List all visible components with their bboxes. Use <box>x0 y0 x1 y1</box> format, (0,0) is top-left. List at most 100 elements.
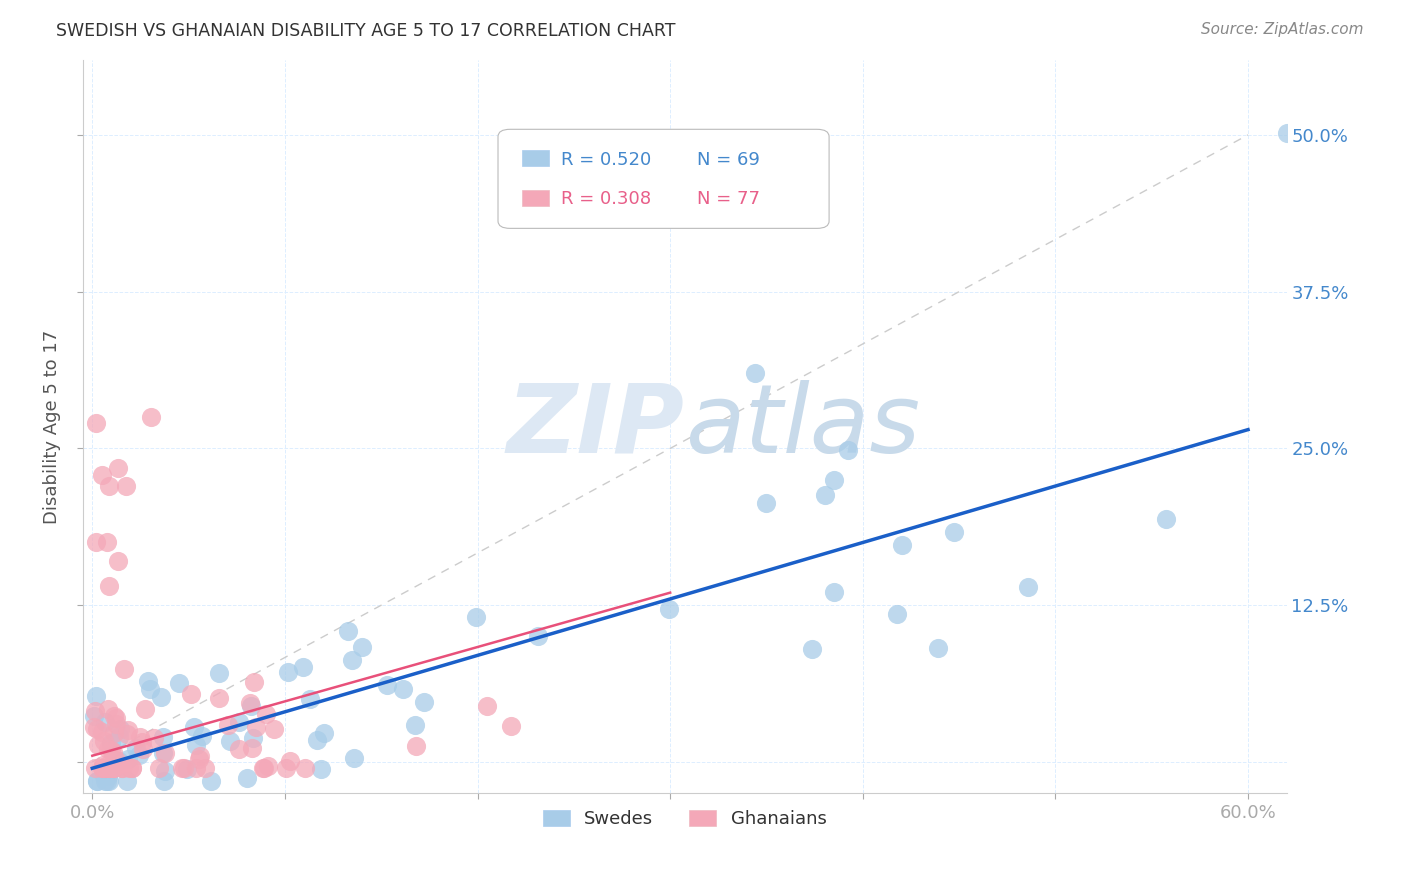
Point <box>942 525 965 540</box>
Point <box>194 761 217 775</box>
Point <box>98 761 121 775</box>
Point <box>136 673 159 688</box>
Legend: Swedes, Ghanaians: Swedes, Ghanaians <box>536 803 834 836</box>
Point <box>98 773 121 788</box>
Point <box>352 640 374 655</box>
Point <box>103 761 125 775</box>
Point <box>91 758 114 772</box>
Point <box>278 754 301 768</box>
Point <box>94 773 117 788</box>
Point <box>117 773 139 788</box>
Point <box>1275 126 1298 140</box>
Point <box>1154 512 1177 526</box>
Point <box>86 773 108 788</box>
Point <box>176 762 198 776</box>
Point <box>167 676 190 690</box>
Point <box>254 706 277 721</box>
Point <box>153 746 176 760</box>
Point <box>188 749 211 764</box>
Point <box>84 761 107 775</box>
Point <box>392 682 415 697</box>
Point <box>91 761 114 775</box>
Point <box>305 733 328 747</box>
Point <box>131 734 153 748</box>
Point <box>97 741 120 756</box>
Point <box>103 708 125 723</box>
Point <box>97 769 120 783</box>
Point <box>236 772 259 786</box>
Text: SWEDISH VS GHANAIAN DISABILITY AGE 5 TO 17 CORRELATION CHART: SWEDISH VS GHANAIAN DISABILITY AGE 5 TO … <box>56 22 676 40</box>
Point <box>217 717 239 731</box>
Point <box>153 764 176 779</box>
Point <box>823 585 845 599</box>
Point <box>103 761 125 775</box>
Point <box>405 739 427 754</box>
Point <box>118 761 141 775</box>
Point <box>121 761 143 775</box>
Point <box>84 535 107 549</box>
Point <box>97 701 120 715</box>
Point <box>86 722 108 736</box>
Point <box>94 761 117 775</box>
Point <box>183 720 205 734</box>
Point <box>801 642 824 657</box>
Point <box>527 629 550 643</box>
Point <box>84 417 107 431</box>
Point <box>311 762 333 776</box>
Point <box>200 773 222 788</box>
Text: N = 77: N = 77 <box>696 190 759 208</box>
Point <box>141 410 163 425</box>
Point <box>96 759 118 773</box>
Point <box>100 736 122 750</box>
Point <box>658 602 681 616</box>
Point <box>128 747 150 762</box>
Point <box>97 762 120 776</box>
Point <box>152 730 174 744</box>
Point <box>240 740 263 755</box>
Point <box>240 699 263 714</box>
Point <box>87 738 110 752</box>
Point <box>404 718 426 732</box>
Y-axis label: Disability Age 5 to 17: Disability Age 5 to 17 <box>44 329 60 524</box>
Text: R = 0.520: R = 0.520 <box>561 152 651 169</box>
Point <box>153 773 176 788</box>
Point <box>94 761 117 775</box>
Point <box>242 731 264 746</box>
Point <box>464 610 486 624</box>
Point <box>100 743 122 757</box>
Text: R = 0.308: R = 0.308 <box>561 190 651 208</box>
Point <box>314 726 336 740</box>
FancyBboxPatch shape <box>498 129 830 228</box>
Point <box>180 687 202 701</box>
Point <box>257 759 280 773</box>
Point <box>107 460 129 475</box>
Point <box>143 731 166 745</box>
Point <box>191 729 214 743</box>
Point <box>253 761 276 775</box>
Point <box>499 718 522 732</box>
Point <box>96 773 118 788</box>
Point <box>108 731 131 745</box>
Text: ZIP: ZIP <box>506 380 685 473</box>
Point <box>97 761 120 775</box>
Point <box>98 579 121 593</box>
Point <box>890 538 912 552</box>
Point <box>150 690 173 705</box>
Text: N = 69: N = 69 <box>696 152 759 169</box>
Point <box>83 720 105 734</box>
Point <box>343 751 366 765</box>
Point <box>152 746 174 760</box>
Point <box>412 695 434 709</box>
Point <box>128 731 150 745</box>
Point <box>104 711 127 725</box>
Point <box>125 741 148 756</box>
Point <box>101 745 124 759</box>
Point <box>245 720 267 734</box>
Point <box>121 761 143 775</box>
Point <box>138 681 160 696</box>
Point <box>814 487 837 501</box>
Point <box>94 715 117 730</box>
Point <box>208 690 231 705</box>
Text: Source: ZipAtlas.com: Source: ZipAtlas.com <box>1201 22 1364 37</box>
Point <box>96 535 118 549</box>
